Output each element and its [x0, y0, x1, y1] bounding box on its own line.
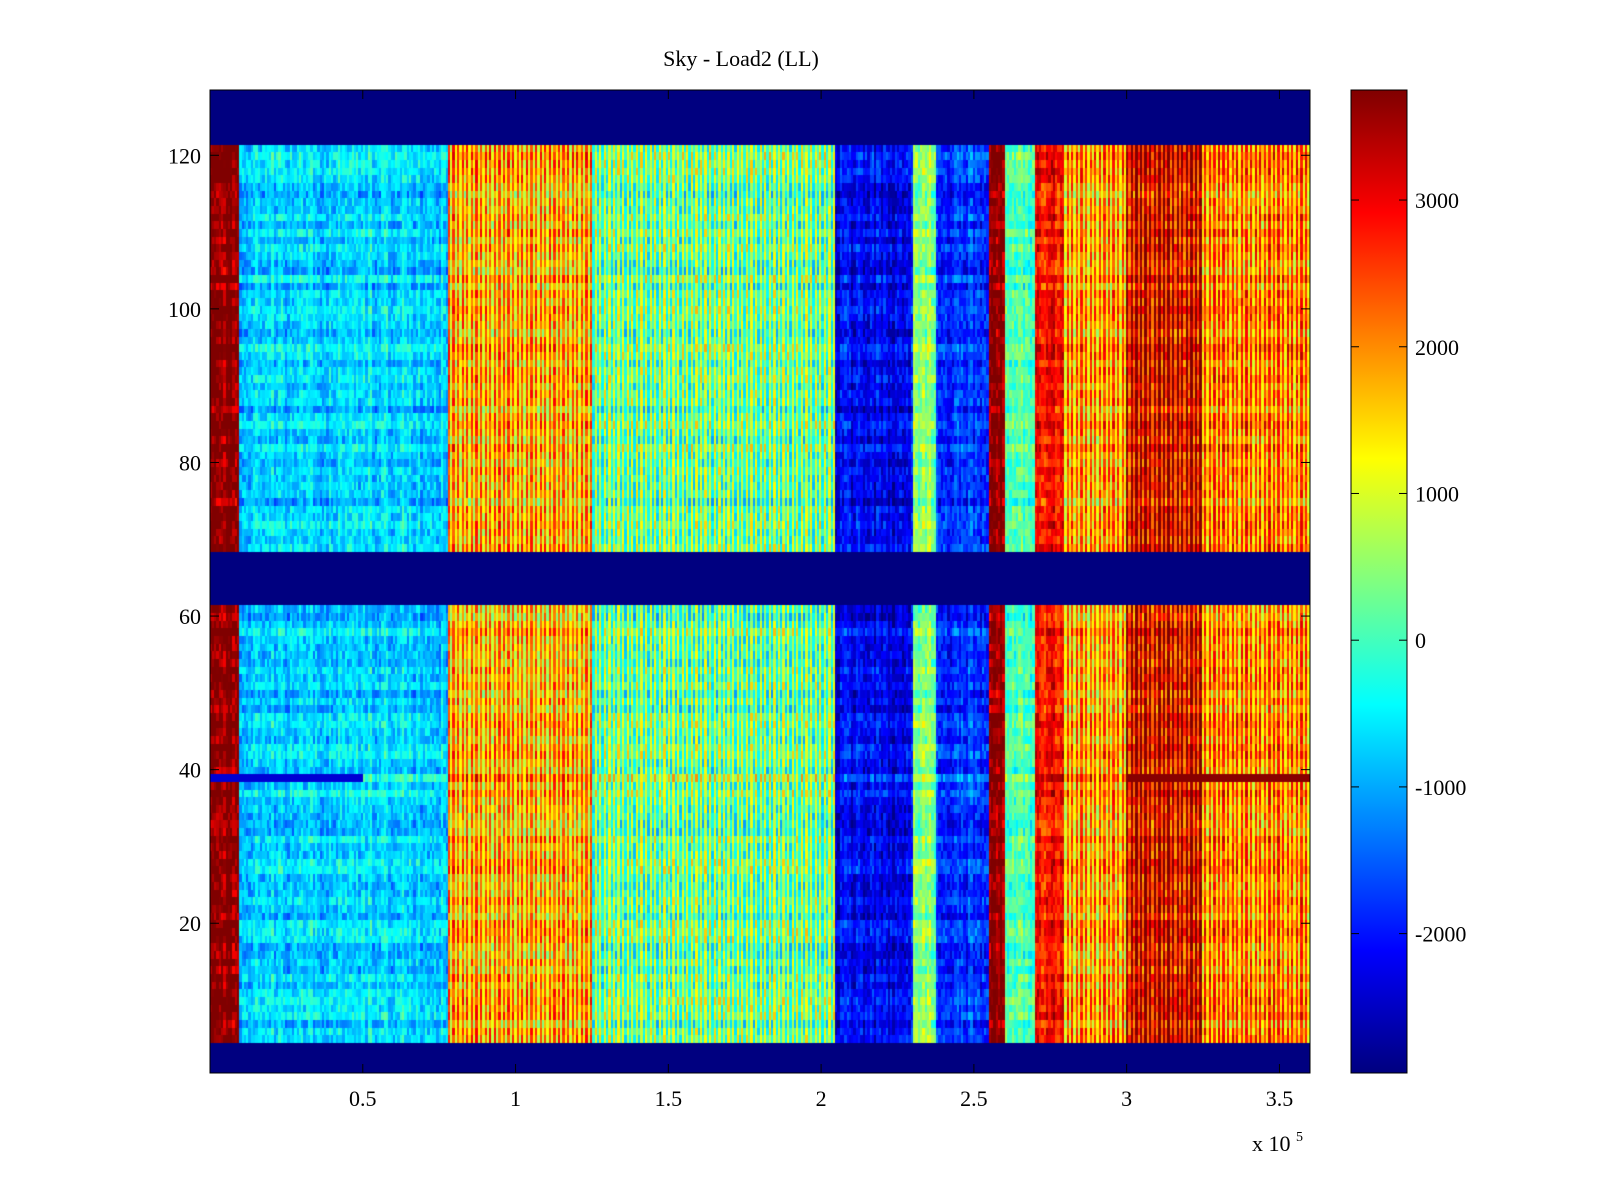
colorbar-tick-label: -1000 — [1415, 775, 1466, 800]
colorbar-tick-label: 3000 — [1415, 188, 1459, 213]
y-axis: 20 40 60 80 100 120 — [168, 143, 1310, 936]
colorbar-tick-label: 0 — [1415, 628, 1426, 653]
x-tick-label: 2.5 — [960, 1086, 988, 1111]
x-axis-multiplier: x 10 5 — [1252, 1130, 1303, 1156]
colorbar-tick-label: 2000 — [1415, 335, 1459, 360]
colorbar-tick-label: 1000 — [1415, 481, 1459, 506]
colorbar-axis: -2000 -1000 0 1000 2000 3000 — [1351, 188, 1466, 947]
colorbar-tick-label: -2000 — [1415, 922, 1466, 947]
heatmap — [210, 90, 1310, 1073]
y-tick-label: 40 — [179, 758, 201, 783]
plot-frame — [209, 89, 1311, 1074]
x-tick-label: 2 — [816, 1086, 827, 1111]
x-tick-label: 3.5 — [1266, 1086, 1294, 1111]
colorbar — [1351, 90, 1407, 1073]
y-tick-label: 120 — [168, 143, 201, 168]
heatmap-image — [210, 90, 1310, 1073]
x-tick-label: 1.5 — [655, 1086, 683, 1111]
x-axis-multiplier-base: x 10 — [1252, 1131, 1291, 1156]
chart-title: Sky - Load2 (LL) — [663, 46, 819, 71]
colorbar-frame — [1350, 89, 1408, 1074]
y-tick-label: 20 — [179, 911, 201, 936]
x-tick-label: 3 — [1121, 1086, 1132, 1111]
y-tick-label: 100 — [168, 297, 201, 322]
y-tick-label: 80 — [179, 450, 201, 475]
colorbar-gradient — [1351, 90, 1407, 1073]
x-axis-multiplier-exponent: 5 — [1296, 1130, 1303, 1145]
y-tick-label: 60 — [179, 604, 201, 629]
x-axis: 0.5 1 1.5 2 2.5 3 3.5 — [349, 90, 1293, 1111]
x-tick-label: 0.5 — [349, 1086, 377, 1111]
x-tick-label: 1 — [510, 1086, 521, 1111]
